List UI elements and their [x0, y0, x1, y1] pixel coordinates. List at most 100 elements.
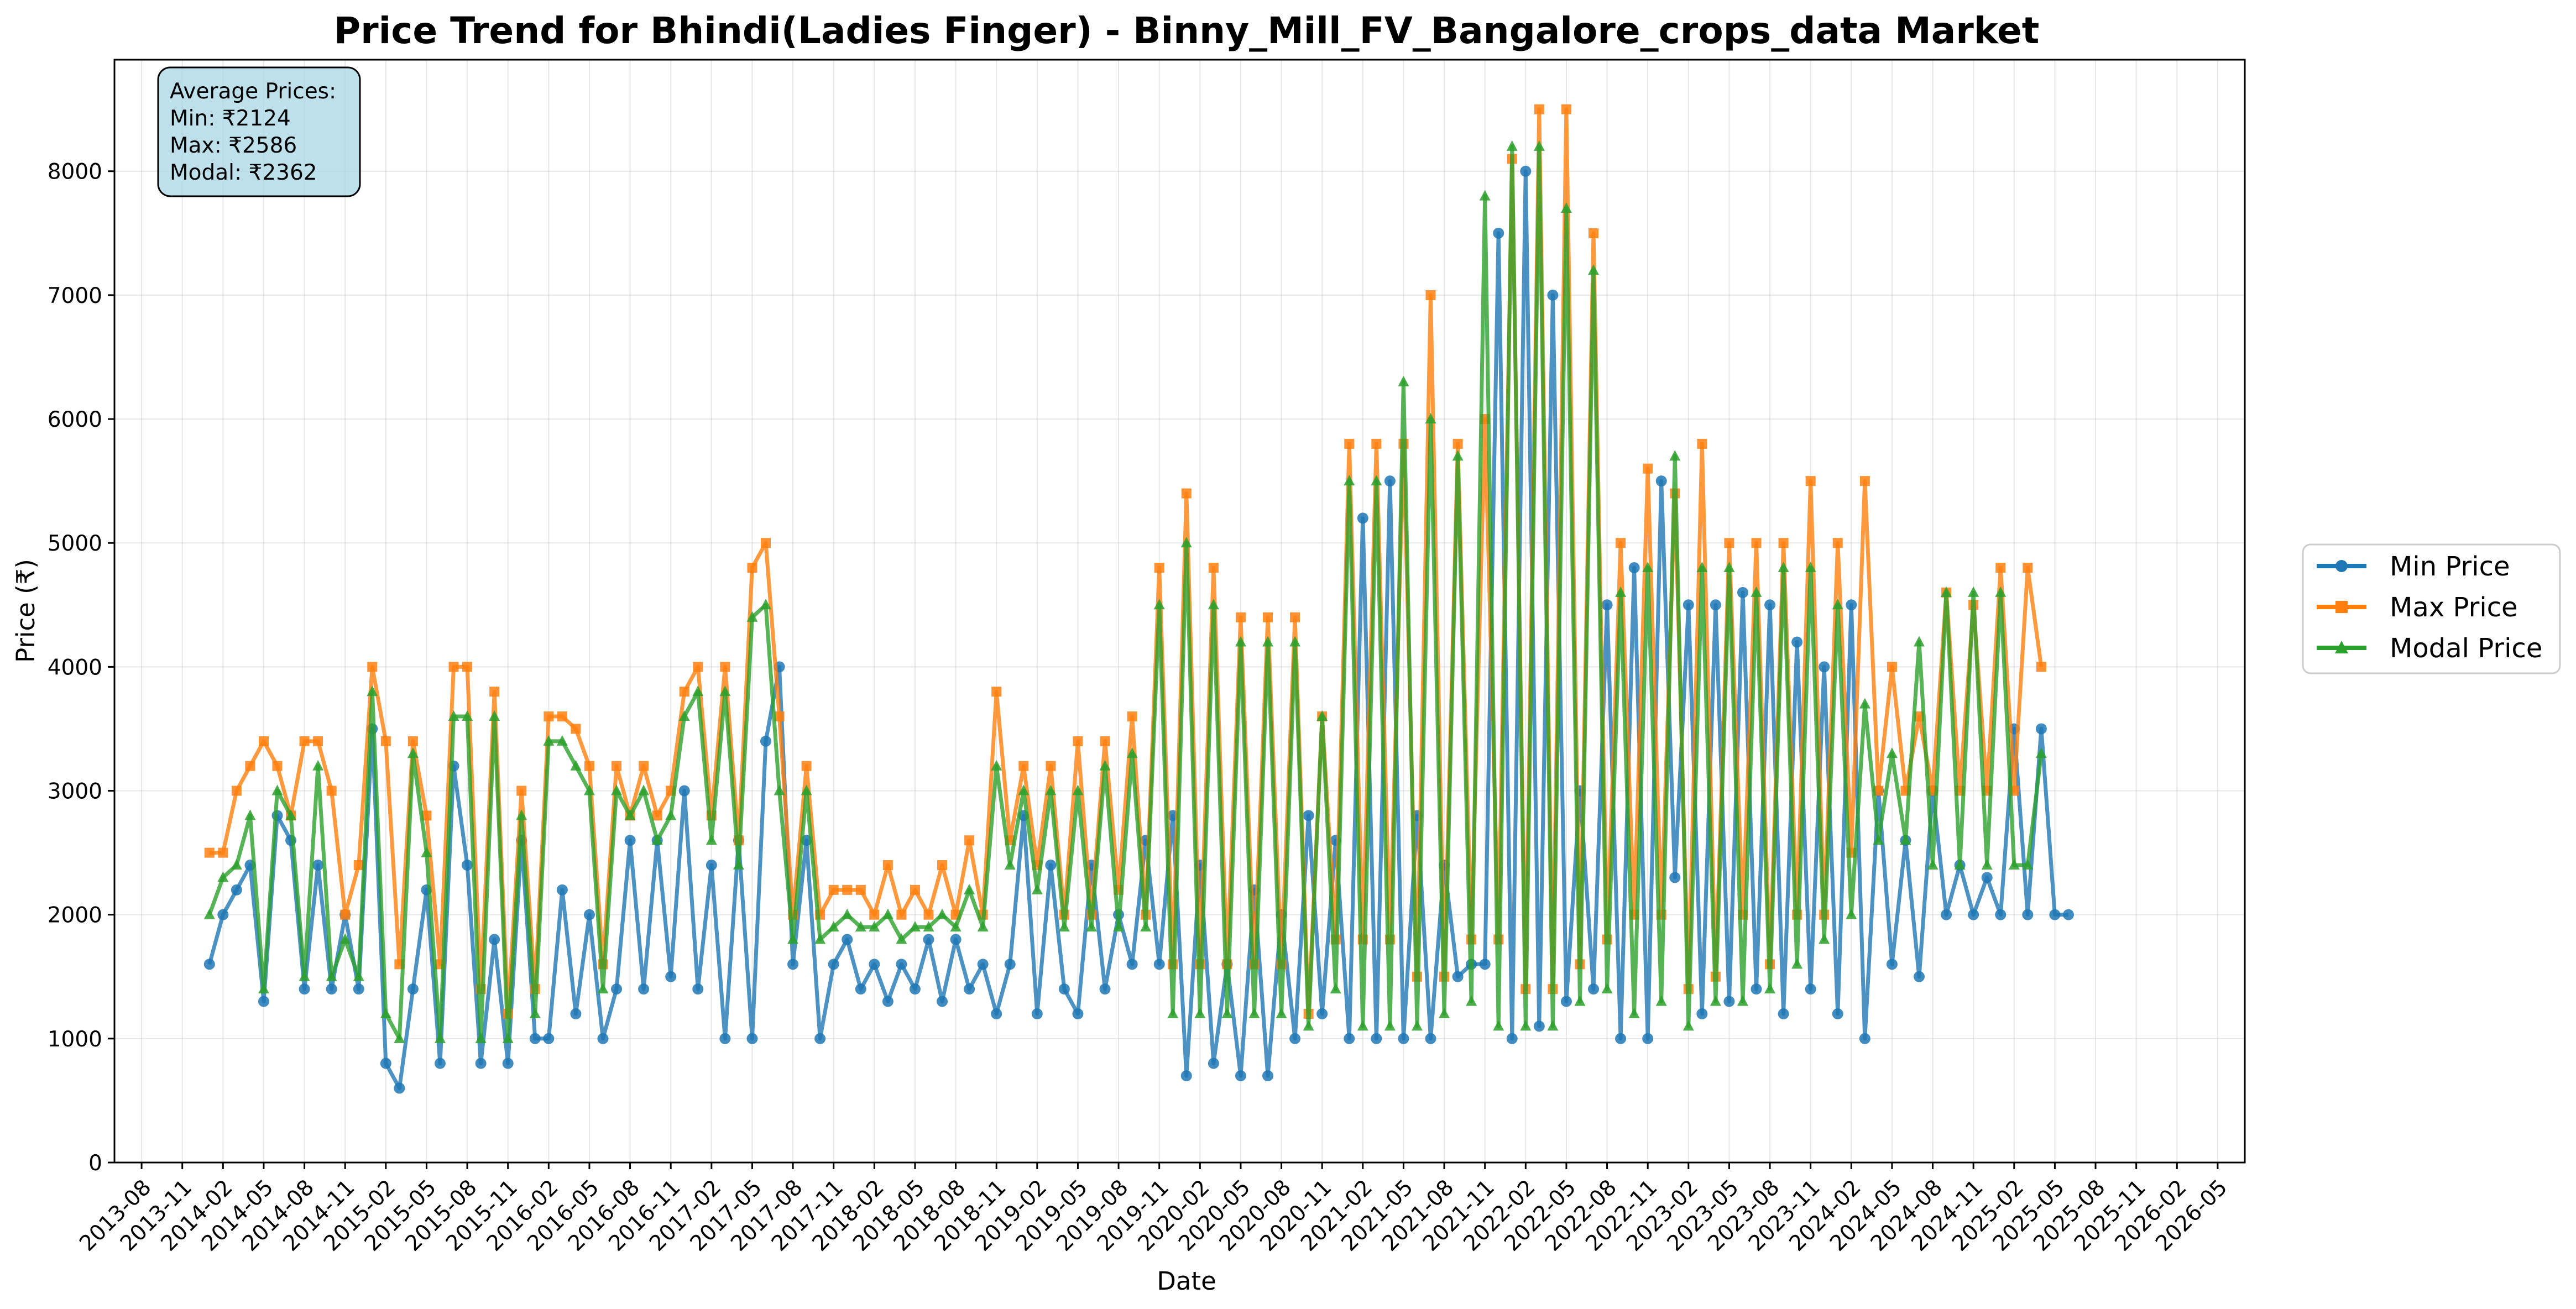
legend-item-max-price: Max Price	[2317, 592, 2518, 623]
data-point	[584, 761, 594, 771]
data-point	[1968, 586, 1979, 597]
data-point	[746, 611, 758, 622]
data-point	[1778, 562, 1789, 573]
data-point	[1384, 475, 1396, 487]
data-point	[828, 921, 839, 932]
data-point	[1018, 761, 1029, 771]
y-tick-label: 4000	[48, 655, 102, 680]
data-point	[1601, 599, 1613, 611]
data-point	[489, 687, 500, 697]
data-point	[326, 970, 337, 981]
data-point	[1655, 995, 1667, 1006]
data-point	[1344, 475, 1355, 486]
data-point	[1100, 736, 1110, 746]
data-point	[1751, 538, 1762, 548]
data-point	[203, 908, 215, 919]
data-point	[1344, 438, 1355, 449]
data-point	[1262, 1070, 1274, 1082]
data-point	[1764, 599, 1776, 611]
data-point	[380, 736, 391, 746]
series-line	[207, 169, 2068, 1090]
data-point	[1371, 475, 1382, 486]
legend: Min Price Max Price Modal Price	[2302, 543, 2561, 674]
legend-label-modal: Modal Price	[2390, 633, 2542, 664]
data-point	[760, 599, 771, 610]
data-point	[367, 685, 378, 697]
data-point	[1995, 909, 2007, 920]
data-point	[326, 786, 337, 796]
data-point	[299, 736, 310, 746]
data-point	[543, 735, 555, 746]
data-point	[1180, 537, 1192, 548]
data-point	[896, 933, 907, 944]
data-point	[814, 933, 826, 944]
data-point	[557, 711, 567, 722]
data-point	[1643, 463, 1653, 474]
data-point	[1180, 1070, 1192, 1082]
data-point	[570, 760, 582, 771]
data-point	[1683, 1020, 1694, 1031]
data-point	[2022, 909, 2034, 920]
data-point	[502, 1057, 514, 1069]
data-point	[1941, 586, 1952, 597]
data-point	[1859, 476, 1870, 486]
data-point	[1710, 599, 1721, 611]
data-point	[1452, 438, 1463, 449]
data-point	[909, 983, 921, 995]
data-point	[313, 736, 323, 746]
data-point	[1859, 698, 1870, 709]
data-point	[448, 662, 459, 672]
data-point	[693, 662, 703, 672]
data-point	[774, 711, 785, 722]
data-point	[1411, 1020, 1423, 1031]
plot-area-frame	[113, 59, 2246, 1164]
data-point	[1058, 983, 1070, 995]
data-point	[1452, 971, 1464, 982]
data-point	[1344, 1033, 1355, 1044]
data-point	[516, 809, 527, 820]
data-point	[516, 786, 527, 796]
data-point	[1425, 413, 1436, 424]
data-point	[1072, 784, 1084, 795]
y-tick-label: 1000	[48, 1027, 102, 1052]
data-point	[462, 710, 473, 721]
info-min: Min: ₹2124	[170, 106, 291, 131]
y-axis-label: Price (₹)	[11, 559, 40, 663]
data-point	[1479, 190, 1491, 201]
series-line	[207, 144, 2044, 1041]
data-point	[1479, 959, 1491, 970]
x-axis-ticks: 2013-082013-112014-022014-052014-082014-…	[75, 1163, 2232, 1256]
data-point	[1031, 883, 1043, 894]
legend-label-min: Min Price	[2390, 551, 2510, 582]
data-point	[1683, 599, 1694, 611]
data-point	[638, 983, 650, 995]
data-point	[869, 921, 880, 932]
data-point	[1398, 375, 1409, 386]
data-point	[1153, 959, 1165, 970]
data-point	[1778, 1008, 1789, 1020]
data-point	[1506, 1033, 1518, 1044]
data-point	[937, 996, 948, 1007]
data-point	[489, 710, 500, 721]
data-point	[1832, 599, 1843, 610]
data-point	[502, 1032, 514, 1043]
data-point	[1167, 1008, 1179, 1019]
series-modal-price	[203, 140, 2047, 1043]
data-point	[1655, 475, 1667, 487]
y-tick-label: 3000	[48, 779, 102, 804]
data-point	[828, 884, 839, 895]
data-point	[1235, 1070, 1246, 1082]
data-point	[434, 1057, 446, 1069]
data-point	[1832, 1008, 1843, 1020]
data-point	[1085, 921, 1097, 932]
data-point	[760, 735, 771, 747]
data-point	[285, 809, 297, 820]
data-point	[1031, 1008, 1043, 1020]
data-point	[733, 859, 744, 870]
data-point	[556, 884, 568, 896]
data-point	[1330, 983, 1341, 994]
data-point	[1290, 612, 1300, 622]
data-point	[1914, 971, 1925, 982]
x-axis-label: Date	[1157, 1266, 1216, 1296]
data-point	[407, 747, 419, 758]
